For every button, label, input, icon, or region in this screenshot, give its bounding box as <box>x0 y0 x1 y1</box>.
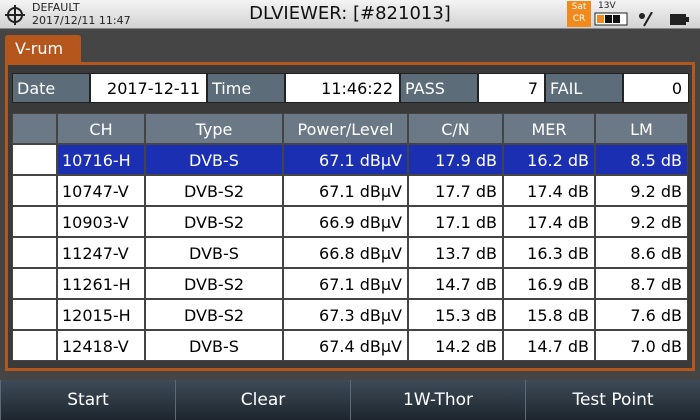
header-cell: LM <box>595 113 688 144</box>
table-cell[interactable]: DVB-S2 <box>145 299 283 330</box>
summary-label: Date <box>12 73 90 103</box>
table-cell[interactable]: 17.4 dB <box>503 206 595 237</box>
table-cell[interactable]: DVB-S2 <box>145 175 283 206</box>
table-cell[interactable]: 14.7 dB <box>408 268 503 299</box>
table-cell[interactable]: 16.3 dB <box>503 237 595 268</box>
status-bar: DEFAULT 2017/12/11 11:47 DLVIEWER: [#821… <box>0 0 700 29</box>
summary-value: 0 <box>623 73 689 103</box>
table-cell[interactable]: 8.7 dB <box>595 268 688 299</box>
row-marker <box>12 175 57 206</box>
table-cell[interactable]: 7.0 dB <box>595 330 688 361</box>
header-cell: Type <box>145 113 283 144</box>
table-cell[interactable]: 10903-V <box>57 206 145 237</box>
voltage: 13V <box>598 1 616 11</box>
header-cell: Power/Level <box>283 113 408 144</box>
table-cell[interactable]: 12418-V <box>57 330 145 361</box>
header-cell: CH <box>57 113 145 144</box>
table-cell[interactable]: 10716-H <box>57 144 145 175</box>
profile: DEFAULT <box>32 1 80 14</box>
table-cell[interactable]: 66.9 dBµV <box>283 206 408 237</box>
table-cell[interactable]: 11247-V <box>57 237 145 268</box>
table-cell[interactable]: 15.8 dB <box>503 299 595 330</box>
table-cell[interactable]: 10747-V <box>57 175 145 206</box>
summary-value: 11:46:22 <box>285 73 400 103</box>
table-cell[interactable]: 66.8 dBµV <box>283 237 408 268</box>
table-cell[interactable]: 17.7 dB <box>408 175 503 206</box>
table-cell[interactable]: 9.2 dB <box>595 206 688 237</box>
soft-button[interactable]: 1W-Thor <box>350 380 525 420</box>
table-cell[interactable]: 7.6 dB <box>595 299 688 330</box>
row-marker <box>12 237 57 268</box>
table-cell[interactable]: 14.2 dB <box>408 330 503 361</box>
soft-button[interactable]: Start <box>0 380 175 420</box>
table-cell[interactable]: 16.2 dB <box>503 144 595 175</box>
table-cell[interactable]: DVB-S <box>145 144 283 175</box>
table-cell[interactable]: 13.7 dB <box>408 237 503 268</box>
table-cell[interactable]: 67.1 dBµV <box>283 268 408 299</box>
table-cell[interactable]: 9.2 dB <box>595 175 688 206</box>
summary-label: Time <box>207 73 285 103</box>
table-cell[interactable]: 17.9 dB <box>408 144 503 175</box>
summary-value: 7 <box>478 73 545 103</box>
summary-label: PASS <box>400 73 478 103</box>
table-cell[interactable]: DVB-S <box>145 330 283 361</box>
table-cell[interactable]: 15.3 dB <box>408 299 503 330</box>
table-cell[interactable]: 17.4 dB <box>503 175 595 206</box>
table-cell[interactable]: 11261-H <box>57 268 145 299</box>
table-cell[interactable]: DVB-S2 <box>145 268 283 299</box>
table-cell[interactable]: 12015-H <box>57 299 145 330</box>
header-cell <box>12 113 57 144</box>
row-marker <box>12 206 57 237</box>
header-cell: C/N <box>408 113 503 144</box>
title: DLVIEWER: [#821013] <box>249 3 451 24</box>
row-marker <box>12 268 57 299</box>
soft-button[interactable]: Clear <box>175 380 350 420</box>
summary-value: 2017-12-11 <box>90 73 207 103</box>
table-cell[interactable]: DVB-S2 <box>145 206 283 237</box>
row-marker <box>12 144 57 175</box>
tab[interactable]: V-rum <box>5 35 81 63</box>
table-cell[interactable]: 14.7 dB <box>503 330 595 361</box>
table-cell[interactable]: 8.6 dB <box>595 237 688 268</box>
summary-label: FAIL <box>545 73 623 103</box>
table-cell[interactable]: 16.9 dB <box>503 268 595 299</box>
table-cell[interactable]: 67.1 dBµV <box>283 175 408 206</box>
header-cell: MER <box>503 113 595 144</box>
row-marker <box>12 330 57 361</box>
row-marker <box>12 299 57 330</box>
table-cell[interactable]: DVB-S <box>145 237 283 268</box>
soft-button[interactable]: Test Point <box>525 380 700 420</box>
table-cell[interactable]: 8.5 dB <box>595 144 688 175</box>
badge: Sat CR <box>567 1 591 27</box>
target-icon <box>5 5 25 25</box>
datetime: 2017/12/11 11:47 <box>32 14 131 27</box>
table-cell[interactable]: 67.1 dBµV <box>283 144 408 175</box>
table-cell[interactable]: 17.1 dB <box>408 206 503 237</box>
table-cell[interactable]: 67.4 dBµV <box>283 330 408 361</box>
status-icons <box>594 12 689 27</box>
table-cell[interactable]: 67.3 dBµV <box>283 299 408 330</box>
